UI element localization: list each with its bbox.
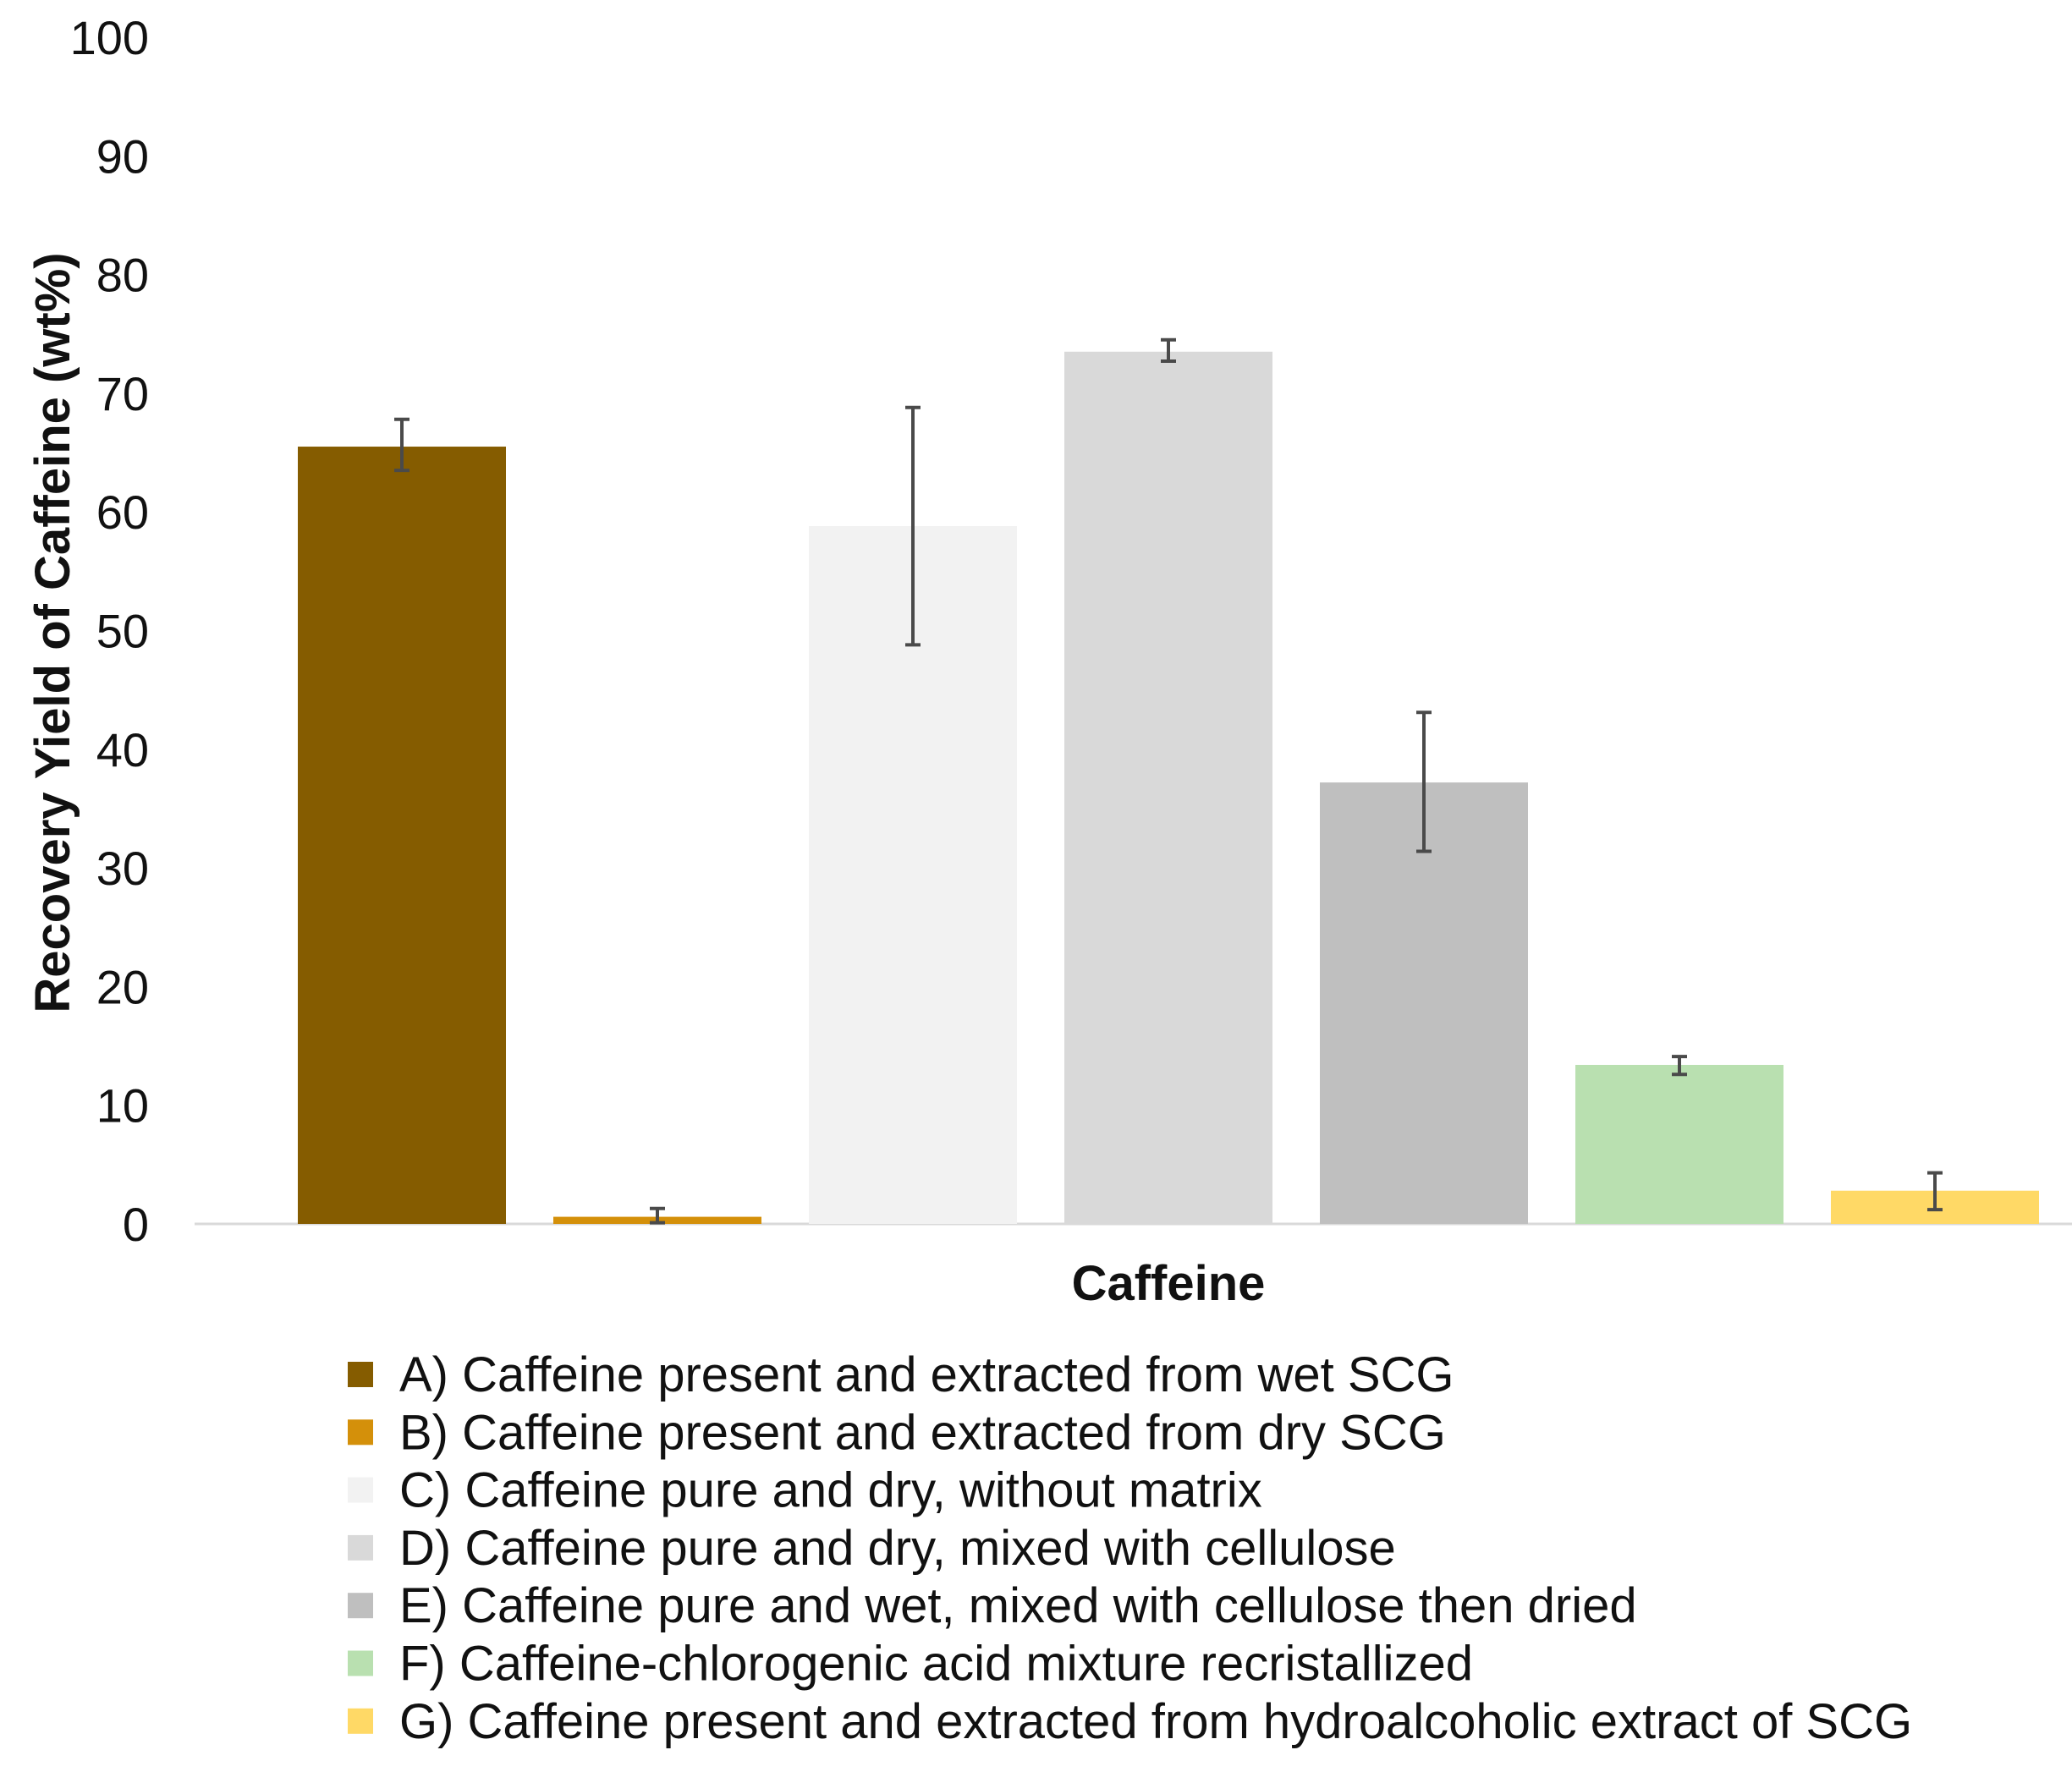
error-bar-b	[650, 1206, 665, 1225]
y-axis-title: Recovery Yield of Caffeine (wt%)	[25, 252, 80, 1012]
y-tick-label: 60	[96, 486, 149, 539]
legend-label-c: C) Caffeine pure and dry, without matrix	[399, 1463, 1262, 1518]
x-axis-title: Caffeine	[1072, 1256, 1266, 1311]
legend-label-d: D) Caffeine pure and dry, mixed with cel…	[399, 1521, 1396, 1576]
y-tick-label: 40	[96, 723, 149, 776]
y-axis-ticks: 0 10 20 30 40 50 60 70 80 90 100	[70, 11, 149, 1251]
error-bars	[394, 337, 1943, 1225]
bar-d	[1064, 351, 1272, 1224]
y-tick-label: 80	[96, 249, 149, 302]
legend-swatch-f	[348, 1650, 373, 1676]
legend-swatch-b	[348, 1419, 373, 1446]
legend-label-a: A) Caffeine present and extracted from w…	[399, 1347, 1454, 1402]
legend-swatch-g	[348, 1708, 373, 1734]
legend-label-f: F) Caffeine-chlorogenic acid mixture rec…	[399, 1637, 1473, 1692]
legend: A) Caffeine present and extracted from w…	[348, 1347, 1912, 1749]
error-bar-a	[394, 417, 409, 473]
y-tick-label: 70	[96, 367, 149, 420]
y-tick-label: 0	[123, 1198, 149, 1251]
error-bar-c	[905, 405, 921, 647]
y-tick-label: 10	[96, 1079, 149, 1133]
legend-label-g: G) Caffeine present and extracted from h…	[399, 1694, 1912, 1749]
legend-label-b: B) Caffeine present and extracted from d…	[399, 1405, 1446, 1460]
legend-swatch-c	[348, 1477, 373, 1503]
bar-a	[298, 447, 506, 1224]
y-tick-label: 100	[70, 11, 149, 64]
y-tick-label: 20	[96, 960, 149, 1013]
y-tick-label: 50	[96, 605, 149, 658]
error-bar-g	[1927, 1171, 1943, 1212]
legend-label-e: E) Caffeine pure and wet, mixed with cel…	[399, 1578, 1637, 1633]
bar-e	[1320, 782, 1528, 1224]
bar-f	[1575, 1064, 1783, 1224]
legend-swatch-a	[348, 1362, 373, 1387]
error-bar-d	[1161, 337, 1176, 364]
legend-swatch-d	[348, 1534, 373, 1561]
y-tick-label: 90	[96, 129, 149, 183]
bars	[298, 351, 2039, 1224]
error-bar-e	[1416, 710, 1432, 853]
y-tick-label: 30	[96, 842, 149, 895]
error-bar-f	[1672, 1055, 1687, 1077]
legend-swatch-e	[348, 1593, 373, 1619]
